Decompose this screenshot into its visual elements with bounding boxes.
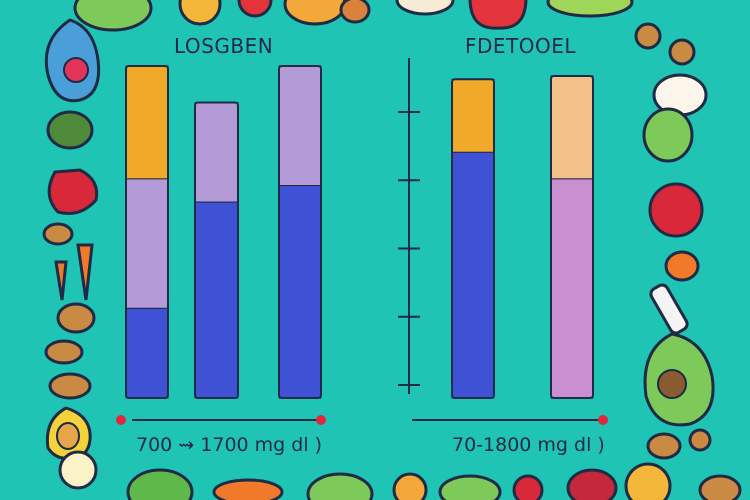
left-bar-3-frame [278, 65, 322, 399]
onion-icon-2 [688, 428, 712, 452]
left-bar-1-segment-3 [125, 307, 169, 399]
left-bar-2-segment-1 [194, 102, 239, 203]
carrot-icon-2 [54, 260, 68, 301]
left-bar-1-frame [125, 65, 169, 399]
carrot-icon [76, 243, 94, 301]
onion-icon [634, 22, 662, 50]
fig-icon [668, 38, 696, 66]
left-range-label: 700 ⇝ 1700 mg dl ) [136, 434, 323, 456]
lettuce-icon [73, 0, 153, 32]
right-baseline-end-dot [598, 415, 608, 425]
cabbage-icon [306, 472, 374, 500]
avocado-slice-icon [438, 474, 502, 500]
egg-yolk-icon [56, 422, 80, 450]
right-chart-title: FDETOOEL [465, 34, 577, 58]
cucumber-icon [546, 0, 634, 18]
potato-icon-2 [56, 302, 96, 334]
potato-icon-5 [646, 432, 682, 460]
berries-icon [566, 468, 618, 500]
right-bar-2-segment-1 [550, 75, 594, 180]
avocado-pit-icon [63, 57, 89, 83]
right-bar-1-segment-2 [451, 151, 495, 399]
lettuce-icon-2 [126, 468, 194, 500]
apple-icon [468, 0, 528, 30]
ginger-icon [48, 372, 92, 400]
right-bar-1-segment-1 [451, 78, 495, 153]
left-chart-title: LOSGBEN [174, 34, 274, 58]
cherry-icon [512, 474, 544, 500]
red-pepper-icon-2 [648, 182, 704, 238]
potato-icon-3 [44, 339, 84, 365]
left-bar-2-frame [194, 101, 239, 400]
left-baseline-end-dot [316, 415, 326, 425]
egg-icon [395, 0, 455, 16]
apricot-icon [664, 250, 700, 282]
right-bar-2-frame [550, 74, 594, 400]
garlic-icon [649, 283, 689, 335]
broccoli-icon [46, 110, 94, 150]
left-baseline-start-dot [116, 415, 126, 425]
orange-slice-icon [624, 462, 672, 500]
egg-icon-2 [58, 450, 98, 490]
right-bar-1-frame [451, 78, 495, 399]
right-bar-2-segment-2 [550, 178, 594, 399]
carrot-icon-3 [212, 478, 284, 500]
orange-icon [392, 472, 428, 500]
left-bar-1-segment-1 [125, 65, 169, 180]
left-bar-3-segment-2 [278, 185, 322, 399]
right-range-label: 70-1800 mg dl ) [452, 434, 605, 456]
left-bar-1-segment-2 [125, 178, 169, 309]
potato-icon-4 [698, 474, 742, 500]
mushroom-icon [42, 222, 74, 246]
left-bar-3-segment-1 [278, 65, 322, 187]
red-pepper-icon [47, 168, 99, 215]
left-bar-2-segment-2 [194, 201, 239, 399]
potato-icon [339, 0, 371, 24]
lemon-slice-icon [178, 0, 222, 26]
spinach-leaf-icon [642, 107, 694, 163]
avocado-pit-icon-2 [657, 369, 687, 399]
right-chart-ticks [398, 111, 420, 386]
tomato-icon [237, 0, 273, 18]
